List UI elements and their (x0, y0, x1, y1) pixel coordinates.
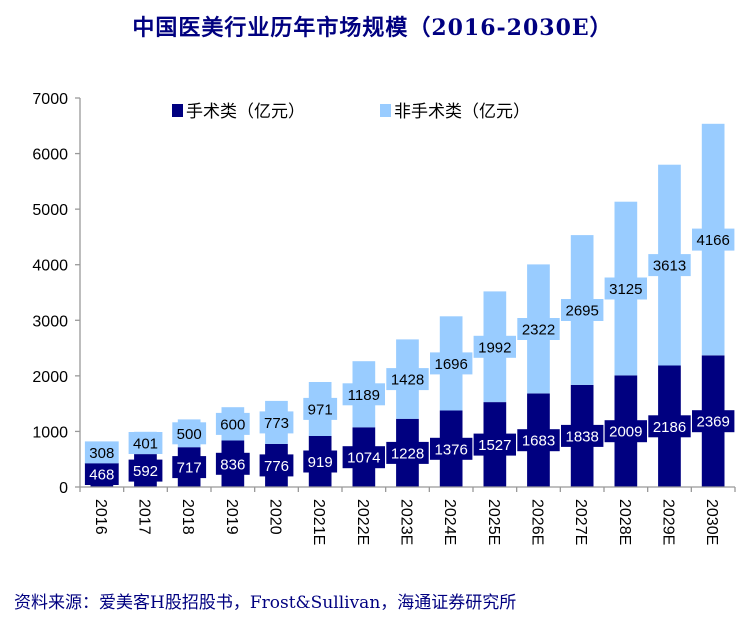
data-label-bg (648, 254, 691, 277)
x-tick-label-2024E: 2024E (441, 499, 458, 545)
data-label-surgical-2016: 468 (89, 467, 114, 484)
data-label-nonsurgical-2021E: 971 (308, 401, 333, 418)
x-tick-label-2030E: 2030E (703, 499, 720, 545)
data-label-surgical-2019: 836 (220, 456, 245, 473)
data-label-bg (692, 410, 735, 433)
data-label-surgical-2025E: 1527 (478, 437, 511, 454)
data-label-bg (604, 277, 647, 300)
data-label-nonsurgical-2026E: 2322 (522, 322, 555, 339)
data-label-surgical-2017: 592 (133, 463, 158, 480)
x-tick-label-2027E: 2027E (572, 499, 589, 545)
axes-group: 0 1000 2000 3000 4000 5000 6000 7000 2016 2017 201… (32, 91, 736, 545)
data-label-surgical-2027E: 1838 (566, 428, 599, 445)
legend-swatch-surgical (172, 104, 183, 117)
y-tick-label-4000: 4000 (32, 258, 68, 275)
x-tick-label-2026E: 2026E (529, 499, 546, 545)
data-label-bg (342, 446, 385, 469)
y-tick-label-1000: 1000 (32, 424, 68, 441)
data-label-bg (303, 397, 338, 420)
y-tick-label-5000: 5000 (32, 202, 68, 219)
x-tick-label-2028E: 2028E (616, 499, 633, 545)
data-label-surgical-2028E: 2009 (609, 424, 642, 441)
x-tick-label-2017: 2017 (136, 499, 153, 535)
data-label-bg (303, 450, 338, 473)
data-label-bg (128, 459, 163, 482)
data-label-bg (84, 463, 119, 485)
legend-label-surgical: 手术类（亿元） (186, 102, 305, 122)
x-tick-label-2021E: 2021E (310, 499, 327, 545)
data-labels-group: 468 308 592 401 717 500 836 600 776 773 919 971 1074… (84, 228, 735, 485)
data-label-bg (84, 441, 119, 464)
data-label-bg (386, 441, 429, 464)
data-label-bg (561, 299, 604, 321)
data-label-bg (517, 318, 560, 340)
legend-swatch-nonsurgical (380, 104, 391, 117)
data-label-bg (604, 420, 647, 443)
data-label-bg (473, 433, 516, 456)
data-label-surgical-2024E: 1376 (435, 441, 468, 458)
data-label-bg (172, 422, 207, 445)
data-label-surgical-2020: 776 (264, 458, 289, 475)
data-label-surgical-2022E: 1074 (347, 450, 380, 467)
data-label-nonsurgical-2023E: 1428 (391, 372, 424, 389)
x-tick-label-2018: 2018 (179, 499, 196, 535)
data-label-bg (561, 424, 604, 447)
data-label-surgical-2026E: 1683 (522, 433, 555, 450)
legend-label-nonsurgical: 非手术类（亿元） (394, 102, 530, 122)
data-label-bg (692, 228, 735, 251)
legend: 手术类（亿元） 非手术类（亿元） (172, 102, 530, 122)
data-label-bg (430, 352, 473, 375)
data-label-bg (342, 383, 385, 406)
x-tick-label-2022E: 2022E (354, 499, 371, 545)
data-label-bg (215, 412, 250, 435)
data-label-bg (430, 437, 473, 460)
data-label-nonsurgical-2025E: 1992 (478, 339, 511, 356)
x-tick-label-2025E: 2025E (485, 499, 502, 545)
x-tick-label-2019: 2019 (223, 499, 240, 535)
data-label-nonsurgical-2029E: 3613 (653, 258, 686, 275)
data-label-nonsurgical-2024E: 1696 (435, 356, 468, 373)
x-tick-label-2016: 2016 (92, 499, 109, 535)
data-label-nonsurgical-2017: 401 (133, 436, 158, 453)
data-label-bg (259, 454, 294, 477)
data-label-bg (215, 452, 250, 475)
data-label-nonsurgical-2022E: 1189 (348, 387, 380, 404)
chart-title: 中国医美行业历年市场规模（2016-2030E） (132, 15, 613, 41)
y-tick-label-7000: 7000 (32, 91, 68, 108)
source-note: 资料来源：爱美客H股招股书，Frost&Sullivan，海通证券研究所 (14, 593, 517, 613)
data-label-bg (128, 432, 163, 454)
data-label-bg (648, 415, 691, 438)
data-label-bg (517, 429, 560, 452)
x-tick-label-2029E: 2029E (660, 499, 677, 545)
data-label-nonsurgical-2030E: 4166 (697, 232, 730, 249)
data-label-nonsurgical-2018: 500 (177, 426, 202, 443)
y-tick-label-2000: 2000 (32, 369, 68, 386)
data-label-surgical-2023E: 1228 (391, 445, 424, 462)
y-tick-label-0: 0 (59, 480, 68, 497)
data-label-surgical-2029E: 2186 (653, 419, 686, 436)
data-label-nonsurgical-2027E: 2695 (566, 303, 599, 320)
data-label-nonsurgical-2016: 308 (89, 445, 114, 462)
data-label-bg (259, 411, 294, 434)
data-label-bg (172, 456, 207, 479)
data-label-nonsurgical-2028E: 3125 (609, 281, 642, 298)
data-label-bg (386, 368, 429, 391)
data-label-surgical-2021E: 919 (308, 454, 333, 471)
data-label-surgical-2018: 717 (177, 460, 202, 477)
data-label-nonsurgical-2019: 600 (220, 416, 245, 433)
x-tick-label-2023E: 2023E (398, 499, 415, 545)
data-label-bg (473, 335, 516, 358)
y-tick-label-3000: 3000 (32, 313, 68, 330)
data-label-surgical-2030E: 2369 (697, 414, 730, 431)
y-tick-label-6000: 6000 (32, 147, 68, 164)
x-tick-label-2020: 2020 (267, 499, 284, 535)
data-label-nonsurgical-2020: 773 (264, 415, 289, 432)
